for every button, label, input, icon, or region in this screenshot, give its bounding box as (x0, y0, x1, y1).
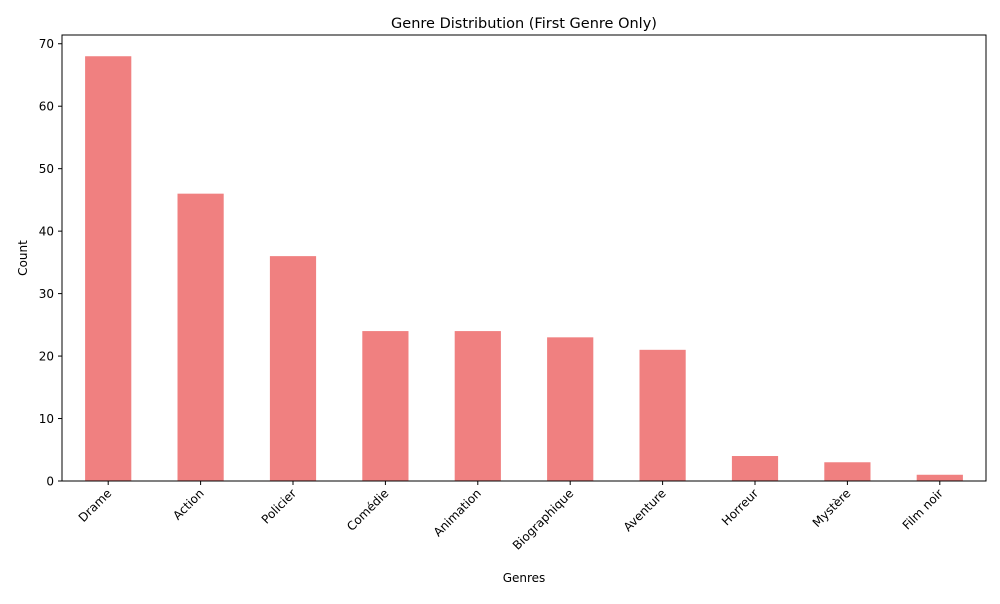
plot-frame (61, 34, 987, 482)
x-tick-label: Drame (76, 486, 115, 525)
x-tick-label: Action (170, 486, 206, 522)
x-tick-label: Animation (431, 486, 484, 539)
x-tick-label: Film noir (900, 486, 946, 532)
x-tick-label: Horreur (719, 486, 761, 528)
bars-group (85, 56, 963, 481)
bar-animation (454, 331, 501, 481)
bar-policier (269, 256, 317, 481)
y-axis-label: Count (16, 240, 30, 276)
x-axis-label: Genres (503, 571, 546, 585)
x-tick-label: Comédie (344, 486, 391, 533)
x-tick-label: Aventure (621, 486, 669, 534)
bar-horreur (731, 456, 779, 481)
y-tick-label: 10 (39, 412, 54, 426)
x-tick-label: Policier (259, 486, 299, 526)
x-tick-label: Mystère (810, 486, 854, 530)
chart-title: Genre Distribution (First Genre Only) (391, 16, 657, 32)
x-tick-label: Biographique (510, 486, 576, 552)
bar-action (177, 193, 224, 481)
y-tick-label: 40 (39, 225, 54, 239)
x-axis-ticks: Drame Action Policier Comédie Animation Biogr… (76, 481, 946, 553)
y-tick-label: 0 (46, 475, 54, 489)
bar-comédie (362, 331, 409, 481)
bar-film-noir (916, 474, 963, 481)
y-axis-ticks: 0 10 20 30 40 50 60 70 (39, 37, 62, 489)
y-tick-label: 30 (39, 287, 54, 301)
y-tick-label: 50 (39, 162, 54, 176)
y-tick-label: 60 (39, 100, 54, 114)
bar-aventure (639, 349, 686, 481)
bar-mystère (824, 462, 871, 481)
bar-biographique (547, 337, 594, 481)
bar-drame (85, 56, 132, 481)
y-tick-label: 70 (39, 37, 54, 51)
y-tick-label: 20 (39, 350, 54, 364)
